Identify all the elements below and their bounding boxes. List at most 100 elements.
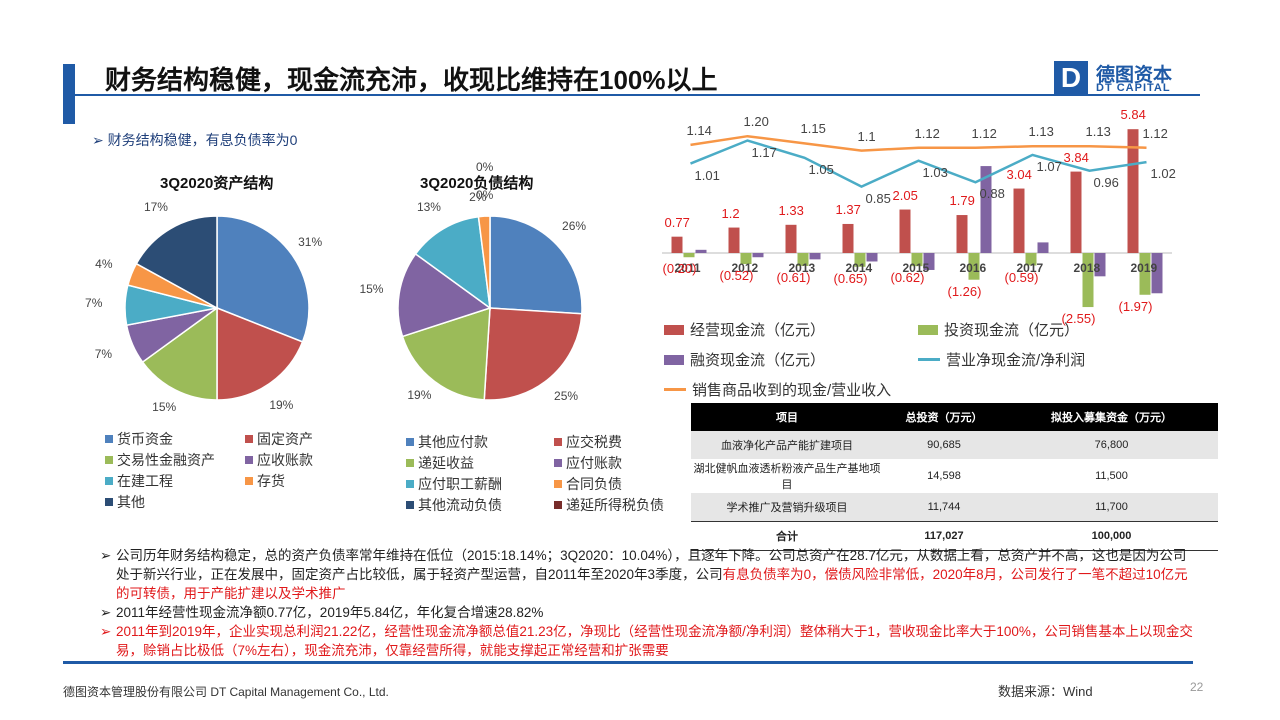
- legend-swatch: [918, 325, 938, 335]
- series-line: [690, 134, 1147, 152]
- page-number: 22: [1190, 680, 1204, 694]
- chart-bar: [1013, 188, 1025, 253]
- legend-item: 在建工程: [105, 471, 173, 491]
- chart-bar: [1070, 171, 1082, 253]
- table-cell: 90,685: [883, 431, 1005, 459]
- pie-data-label: 2%: [469, 190, 487, 205]
- table-row: 学术推广及营销升级项目 11,744 11,700: [691, 493, 1218, 522]
- pie-slice: [483, 307, 583, 401]
- legend-swatch: [105, 498, 113, 506]
- pie-slice: [141, 306, 218, 401]
- bullet-arrow-icon: ➢: [100, 624, 112, 639]
- bar-data-label: 1.2: [721, 205, 740, 221]
- pie-slice: [216, 215, 310, 343]
- bar-data-label: 1.37: [835, 201, 861, 217]
- footer-data-source: 数据来源：Wind: [998, 684, 1093, 699]
- line-data-label: 1.05: [808, 161, 834, 177]
- bullet-item: ➢ 公司历年财务结构稳定，总的资产负债率常年维持在低位（2015:18.14%；3…: [98, 546, 1198, 603]
- chart-bar: [842, 223, 854, 253]
- bullet-arrow-icon: ➢: [100, 548, 112, 563]
- legend-label: 固定资产: [257, 431, 313, 447]
- legend-swatch: [664, 355, 684, 365]
- legend-label: 应付职工薪酬: [418, 476, 502, 492]
- chart-bar: [1082, 253, 1094, 308]
- liability-structure-pie-chart: [397, 215, 583, 401]
- bullet-highlight-text: 2011年到2019年，企业实现总利润21.22亿，经营性现金流净额总值21.2…: [116, 624, 1193, 658]
- legend-item: 合同负债: [554, 474, 622, 494]
- table-total-row: 合计 117,027 100,000: [691, 521, 1218, 551]
- chart-bar: [923, 253, 935, 270]
- chart-bar: [809, 253, 821, 260]
- bullet-arrow-icon: ➢: [100, 605, 112, 620]
- x-tick-label: 2015: [902, 261, 930, 275]
- bar-data-label: (0.61): [776, 269, 811, 285]
- legend-swatch: [406, 501, 414, 509]
- legend-item: 递延收益: [406, 453, 474, 473]
- bullet-item: ➢ 2011年到2019年，企业实现总利润21.22亿，经营性现金流净额总值21.…: [98, 622, 1198, 660]
- chart-bar: [1139, 253, 1151, 295]
- legend-label: 融资现金流（亿元）: [690, 352, 826, 369]
- table-row: 湖北健帆血液透析粉液产品生产基地项目 14,598 11,500: [691, 459, 1218, 493]
- line-data-label: 0.96: [1093, 174, 1119, 190]
- legend-item: 销售商品收到的现金/营业收入: [664, 379, 891, 400]
- legend-swatch: [105, 435, 113, 443]
- legend-label: 递延所得税负债: [566, 497, 664, 513]
- legend-label: 递延收益: [418, 455, 474, 471]
- line-data-label: 1.02: [1150, 166, 1176, 182]
- legend-swatch: [406, 480, 414, 488]
- line-data-label: 1.15: [800, 121, 826, 137]
- pie-slice: [414, 215, 491, 310]
- logo-english-name: DT CAPITAL: [1096, 82, 1171, 94]
- line-data-label: 1.07: [1036, 158, 1062, 174]
- legend-swatch: [245, 477, 253, 485]
- legend-swatch: [105, 456, 113, 464]
- pie-data-label: 19%: [269, 397, 294, 412]
- table-cell: 11,700: [1005, 493, 1218, 522]
- chart-bar: [695, 249, 707, 253]
- chart-bar: [899, 209, 911, 253]
- pie-slice: [397, 252, 492, 338]
- legend-label: 投资现金流（亿元）: [944, 322, 1080, 339]
- line-data-label: 0.88: [979, 186, 1005, 202]
- legend-swatch: [406, 459, 414, 467]
- pie-slice: [489, 215, 583, 315]
- pie-data-label: 7%: [94, 346, 113, 361]
- line-data-label: 1.14: [686, 122, 712, 138]
- legend-item: 存货: [245, 471, 285, 491]
- legend-swatch: [554, 501, 562, 509]
- bar-data-label: (1.26): [947, 283, 982, 299]
- chart-bar: [866, 253, 878, 262]
- page-title: 财务结构稳健，现金流充沛，收现比维持在100%以上: [105, 65, 718, 95]
- pie-data-label: 7%: [85, 296, 103, 311]
- chart-bar: [1151, 253, 1163, 294]
- legend-label: 应收账款: [257, 452, 313, 468]
- legend-item: 应交税费: [554, 432, 622, 452]
- bar-data-label: (1.97): [1118, 298, 1153, 314]
- subtitle: ➢ 财务结构稳健，有息负债率为0: [92, 130, 297, 150]
- legend-swatch: [664, 325, 684, 335]
- legend-swatch: [554, 480, 562, 488]
- logo-chinese-name: 德图资本: [1096, 65, 1173, 86]
- bar-data-label: 3.04: [1006, 166, 1032, 182]
- bullet-arrow-icon: ➢: [92, 132, 104, 148]
- pie-data-label: 0%: [476, 188, 494, 202]
- legend-label: 存货: [257, 473, 285, 489]
- legend-item: 递延所得税负债: [554, 495, 664, 515]
- pie-data-label: 0%: [476, 160, 494, 174]
- x-tick-label: 2017: [1016, 261, 1044, 275]
- chart-bar: [728, 227, 740, 253]
- line-data-label: 1.17: [751, 144, 777, 160]
- dt-logo-icon: D: [1054, 61, 1088, 95]
- legend-label: 应付账款: [566, 455, 622, 471]
- chart-bar: [980, 166, 992, 253]
- line-data-label: 1.12: [914, 125, 940, 141]
- x-tick-label: 2014: [845, 261, 873, 275]
- legend-item: 其他应付款: [406, 432, 488, 452]
- legend-swatch: [918, 358, 940, 361]
- pie-data-label: 26%: [562, 219, 587, 234]
- chart-bar: [1127, 129, 1139, 253]
- line-data-label: 1.12: [971, 125, 997, 141]
- legend-item: 融资现金流（亿元）: [664, 349, 825, 370]
- legend-label: 其他: [117, 494, 145, 510]
- legend-label: 其他流动负债: [418, 497, 502, 513]
